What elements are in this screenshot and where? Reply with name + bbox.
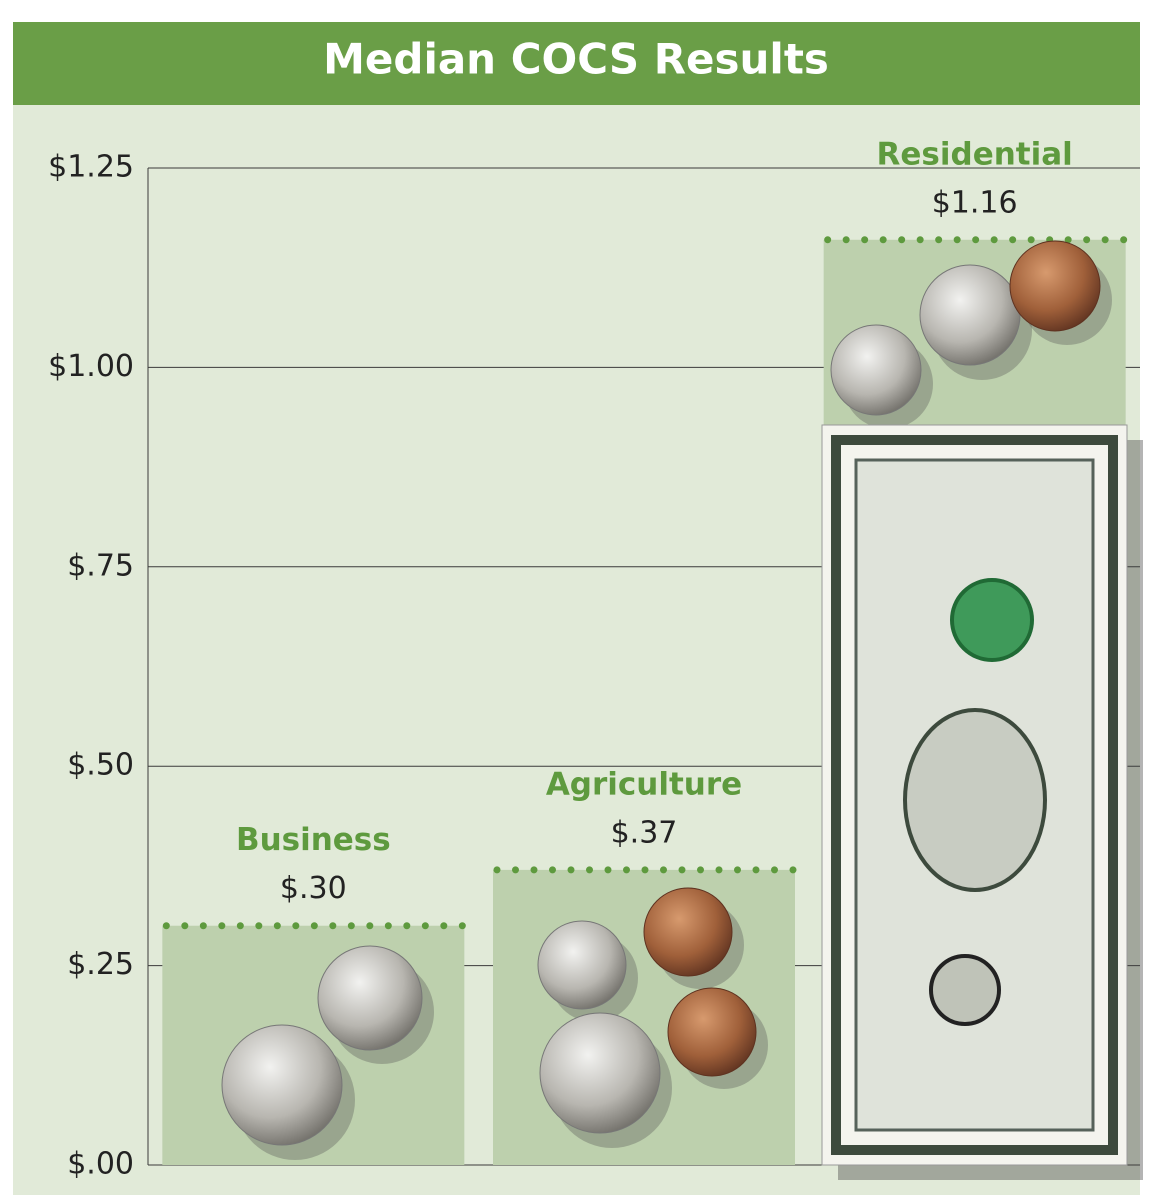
dollar-bill (821, 424, 1143, 1180)
value-label: $.37 (611, 815, 678, 850)
title-banner (13, 22, 1140, 105)
y-tick-label: $1.00 (48, 349, 134, 384)
chart-title: Median COCS Results (323, 35, 829, 84)
value-label: $.30 (280, 871, 347, 906)
decoration (221, 240, 1143, 1180)
category-label: Business (236, 822, 391, 858)
category-label: Agriculture (546, 766, 742, 802)
value-label: $1.16 (932, 185, 1018, 220)
y-tick-label: $.00 (67, 1147, 134, 1182)
coins (221, 240, 1112, 1160)
y-tick-label: $.75 (67, 548, 134, 583)
category-label: Residential (877, 136, 1073, 172)
y-tick-label: $1.25 (48, 150, 134, 185)
y-tick-label: $.50 (67, 748, 134, 783)
y-tick-label: $.25 (67, 947, 134, 982)
